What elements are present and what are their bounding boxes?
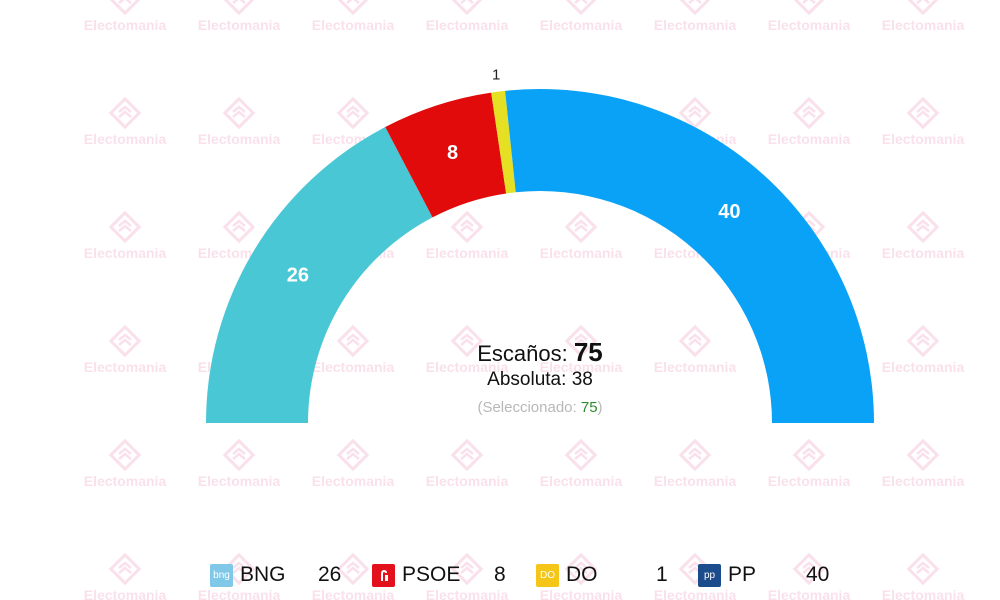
majority-value: 38	[571, 369, 593, 390]
selected-value: 75	[580, 399, 598, 416]
selected-close: )	[597, 399, 603, 416]
legend-item-pp[interactable]: pp PP	[698, 560, 756, 590]
seat-label-psoe: 8	[447, 142, 458, 164]
legend-seats-psoe: 8	[494, 563, 506, 586]
legend-name-pp: PP	[728, 563, 757, 586]
seat-label-pp: 40	[718, 201, 740, 223]
legend-name-do: DO	[566, 563, 598, 586]
seat-label-bng: 26	[287, 265, 309, 287]
pp-logo-icon: pp	[698, 563, 721, 587]
seat-label-do: 1	[492, 67, 500, 84]
seat-segment-bng[interactable]	[206, 127, 433, 424]
legend-seats-bng: 26	[318, 563, 342, 586]
psoe-logo-icon	[372, 563, 395, 587]
seats-total: Escaños: 75	[390, 338, 690, 368]
legend-seats-do: 1	[656, 563, 668, 586]
legend-item-bng[interactable]: bng BNG	[210, 560, 286, 590]
selected-open: (Seleccionado:	[477, 399, 581, 416]
center-info: Escaños: 75 Absoluta: 38 (Seleccionado: …	[390, 338, 690, 418]
seat-segment-pp[interactable]	[505, 89, 874, 424]
legend-name-bng: BNG	[240, 563, 286, 586]
seat-segment-psoe[interactable]	[385, 92, 507, 218]
legend-item-psoe[interactable]: PSOE	[372, 560, 460, 590]
seats-label: Escaños:	[477, 341, 568, 366]
legend-name-psoe: PSOE	[402, 563, 461, 586]
seat-segment-do[interactable]	[491, 90, 516, 194]
legend-item-do[interactable]: DO DO	[536, 560, 598, 590]
selected-line: (Seleccionado: 75)	[390, 398, 690, 418]
legend: bng BNG 26 PSOE 8 DO DO 1 pp PP 40	[0, 560, 1000, 590]
bng-logo-icon: bng	[210, 563, 233, 587]
do-logo-icon: DO	[536, 563, 559, 587]
majority-label: Absoluta:	[487, 369, 567, 390]
majority-line: Absoluta: 38	[390, 368, 690, 392]
seats-value: 75	[573, 337, 603, 367]
legend-seats-pp: 40	[806, 563, 830, 586]
